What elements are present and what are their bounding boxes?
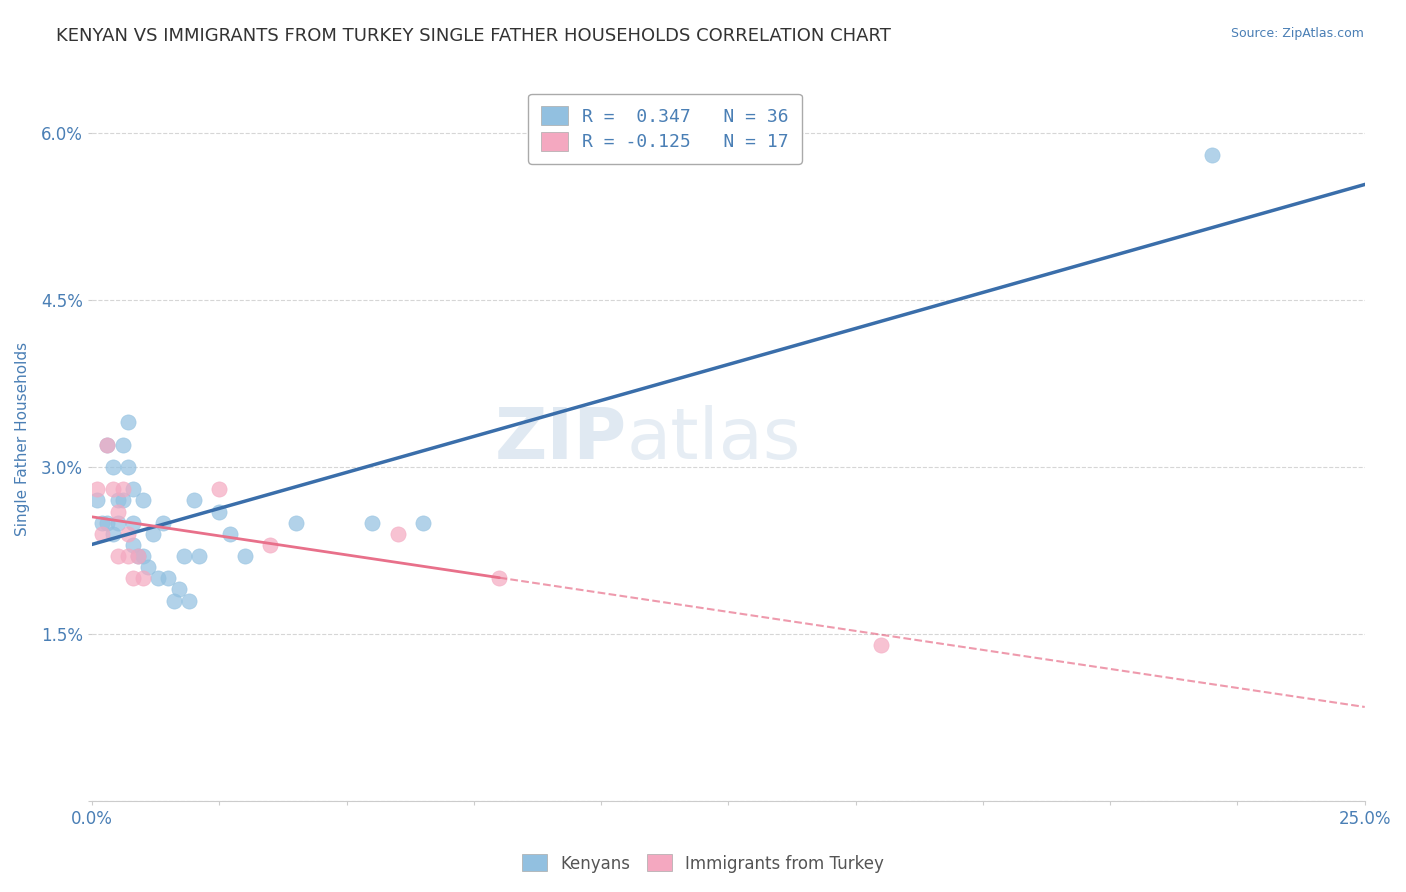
Point [157, 571, 180, 585]
Text: ZIP: ZIP [495, 405, 627, 474]
Point [101, 460, 124, 475]
Point [208, 504, 231, 518]
Point [91, 526, 114, 541]
Point [111, 483, 134, 497]
Point [101, 483, 124, 497]
Text: KENYAN VS IMMIGRANTS FROM TURKEY SINGLE FATHER HOUSEHOLDS CORRELATION CHART: KENYAN VS IMMIGRANTS FROM TURKEY SINGLE … [56, 27, 891, 45]
Point [284, 516, 307, 530]
Point [208, 483, 231, 497]
Point [387, 526, 409, 541]
Point [177, 593, 200, 607]
Y-axis label: Single Father Households: Single Father Households [15, 343, 30, 536]
Point [117, 549, 139, 563]
Point [101, 526, 124, 541]
Legend: Kenyans, Immigrants from Turkey: Kenyans, Immigrants from Turkey [515, 847, 891, 880]
Point [1201, 148, 1223, 162]
Point [127, 549, 149, 563]
Point [86, 493, 108, 508]
Point [132, 549, 155, 563]
Point [183, 493, 205, 508]
Point [218, 526, 240, 541]
Point [96, 516, 118, 530]
Point [111, 438, 134, 452]
Text: Source: ZipAtlas.com: Source: ZipAtlas.com [1230, 27, 1364, 40]
Text: atlas: atlas [627, 405, 801, 474]
Point [121, 538, 143, 552]
Point [412, 516, 434, 530]
Point [136, 560, 159, 574]
Point [117, 416, 139, 430]
Point [121, 516, 143, 530]
Point [167, 582, 190, 597]
Point [488, 571, 510, 585]
Point [152, 516, 174, 530]
Point [162, 593, 184, 607]
Point [127, 549, 149, 563]
Point [107, 504, 129, 518]
Point [870, 638, 893, 652]
Point [107, 549, 129, 563]
Point [117, 526, 139, 541]
Point [259, 538, 281, 552]
Point [148, 571, 170, 585]
Point [91, 516, 114, 530]
Point [121, 483, 143, 497]
Point [173, 549, 195, 563]
Legend: R =  0.347   N = 36, R = -0.125   N = 17: R = 0.347 N = 36, R = -0.125 N = 17 [529, 94, 801, 164]
Point [96, 438, 118, 452]
Point [121, 571, 143, 585]
Point [86, 483, 108, 497]
Point [111, 493, 134, 508]
Point [132, 571, 155, 585]
Point [132, 493, 155, 508]
Point [117, 460, 139, 475]
Point [188, 549, 211, 563]
Point [361, 516, 384, 530]
Point [142, 526, 165, 541]
Point [233, 549, 256, 563]
Point [96, 438, 118, 452]
Point [107, 493, 129, 508]
Point [107, 516, 129, 530]
